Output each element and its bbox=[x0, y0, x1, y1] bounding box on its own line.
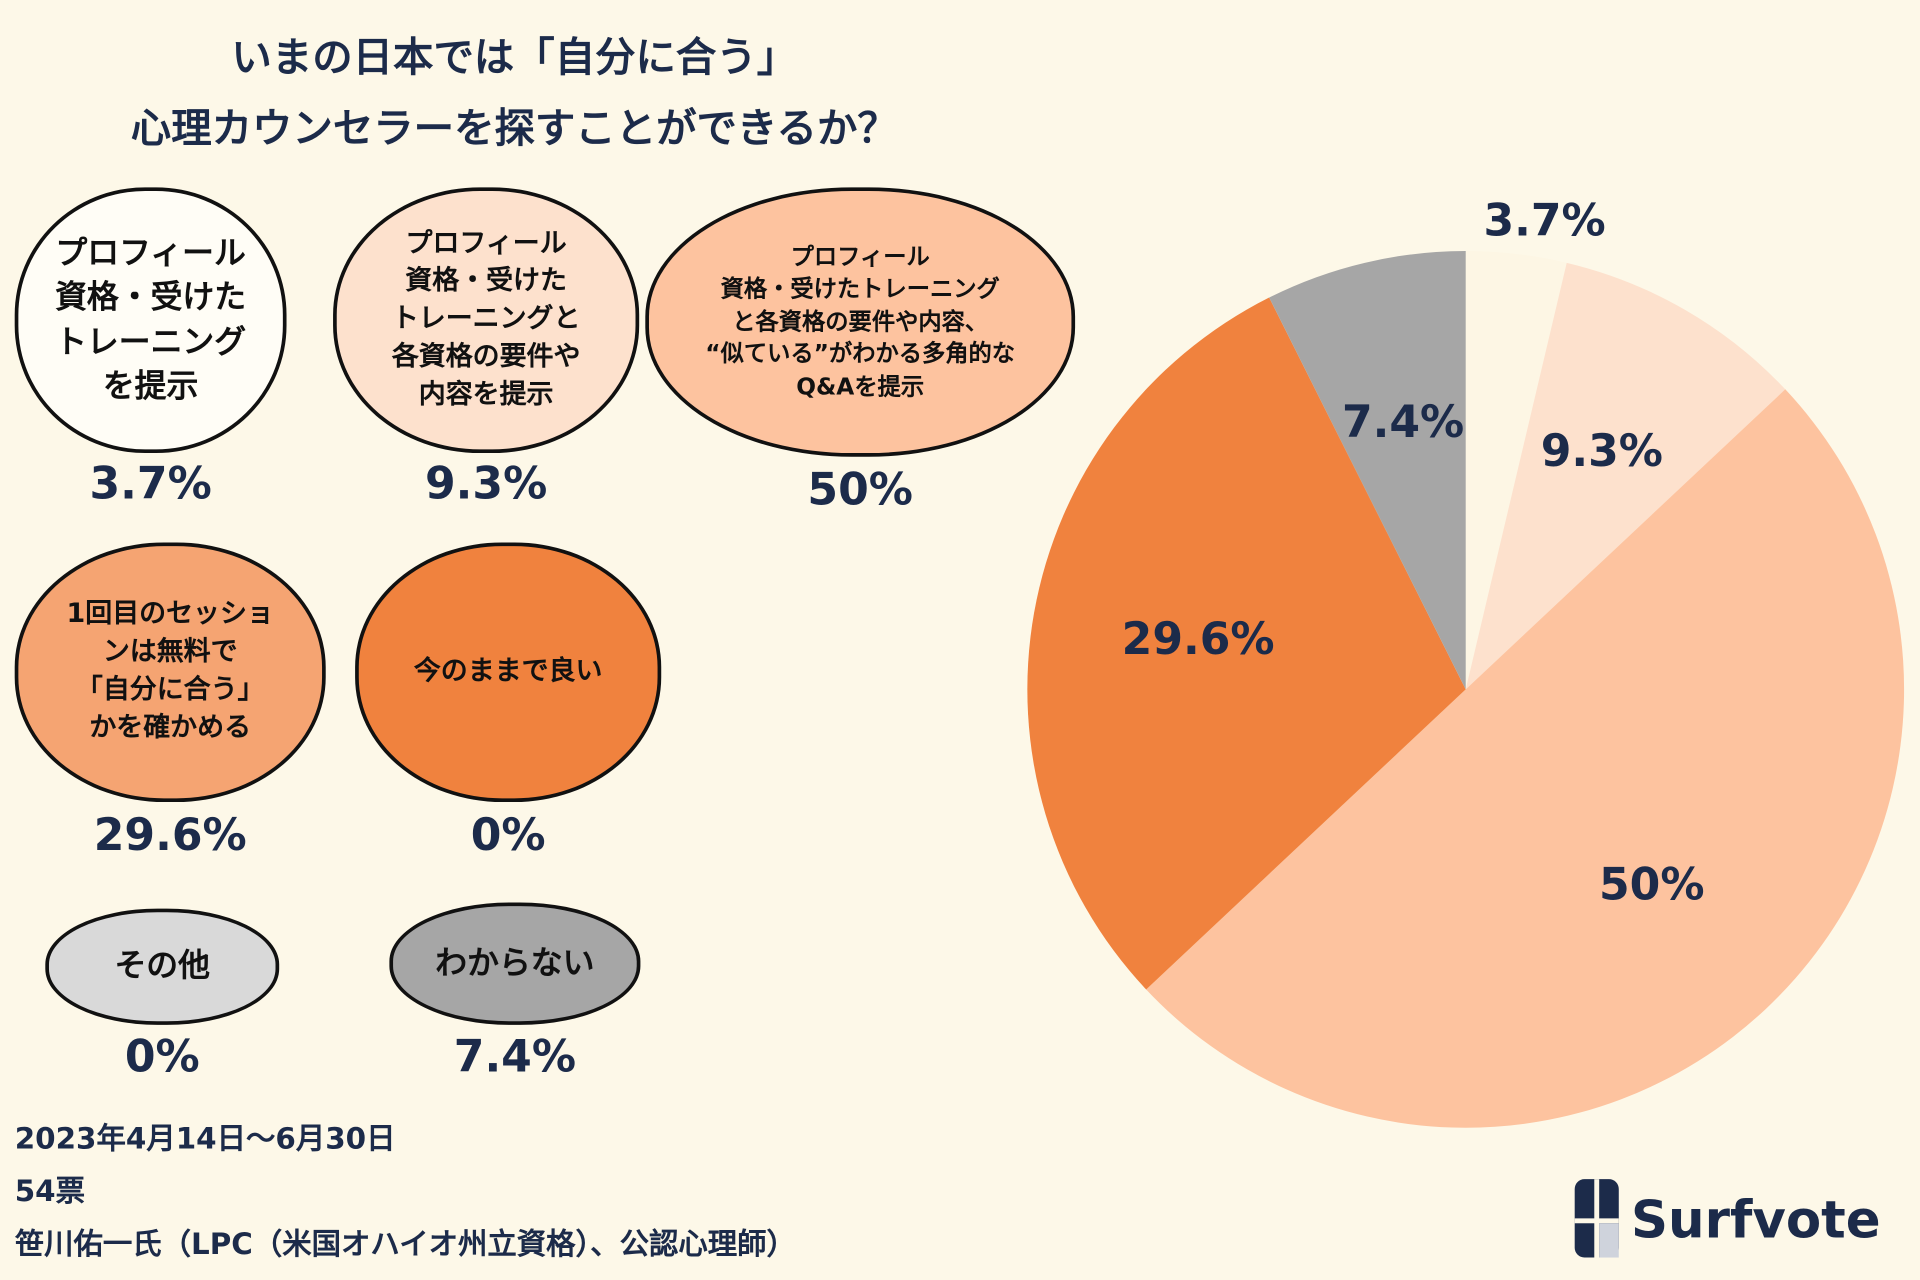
slice-label: 29.6% bbox=[1122, 614, 1275, 665]
label-box: 1回目のセッショ ンは無料で 「自分に合う」 かを確かめる bbox=[14, 542, 326, 803]
slice-label: 7.4% bbox=[1342, 397, 1464, 448]
chart-title: 心理カウンセラーを探すことができるか？ bbox=[130, 104, 898, 152]
slice-label: 3.7% bbox=[1483, 195, 1605, 246]
value-label: 3.7% bbox=[89, 459, 212, 510]
value-label: 0% bbox=[470, 810, 546, 861]
slice-label: 9.3% bbox=[1541, 426, 1663, 477]
note: 2023年4月14日〜6月30日 bbox=[14, 1121, 396, 1156]
label-box: プロフィール 資格・受けた トレーニングと 各資格の要件や 内容を提示 bbox=[333, 187, 640, 454]
pie-slice bbox=[1146, 389, 1905, 1128]
logo-icon bbox=[1599, 1223, 1619, 1258]
logo-icon bbox=[1594, 1179, 1600, 1258]
label-box: プロフィール 資格・受けたトレーニング と各資格の要件や内容、 “似ている”がわ… bbox=[645, 187, 1076, 457]
note: 54票 bbox=[14, 1174, 85, 1209]
slice-label: 50% bbox=[1599, 860, 1705, 911]
pie-slice bbox=[1269, 251, 1466, 690]
pie-slice bbox=[1465, 251, 1567, 690]
value-label: 7.4% bbox=[453, 1032, 577, 1083]
value-label: 9.3% bbox=[424, 459, 548, 510]
label-box: プロフィール 資格・受けた トレーニング を提示 bbox=[14, 187, 287, 454]
value-label: 0% bbox=[124, 1032, 200, 1083]
value-label: 29.6% bbox=[93, 810, 247, 861]
label-box: その他 bbox=[45, 908, 280, 1025]
pie-slice bbox=[1027, 297, 1466, 990]
chart-title: いまの日本では「自分に合う」 bbox=[231, 33, 798, 81]
value-label: 50% bbox=[807, 465, 913, 516]
logo: Surfvote bbox=[1574, 1179, 1881, 1258]
pie-slice bbox=[1465, 262, 1786, 690]
note: 笹川佑一氏（LPC（米国オハイオ州立資格）、公認心理師） bbox=[14, 1226, 796, 1262]
label-box: 今のままで良い bbox=[355, 542, 662, 803]
label-box: わからない bbox=[389, 902, 641, 1025]
logo-text: Surfvote bbox=[1631, 1190, 1881, 1250]
